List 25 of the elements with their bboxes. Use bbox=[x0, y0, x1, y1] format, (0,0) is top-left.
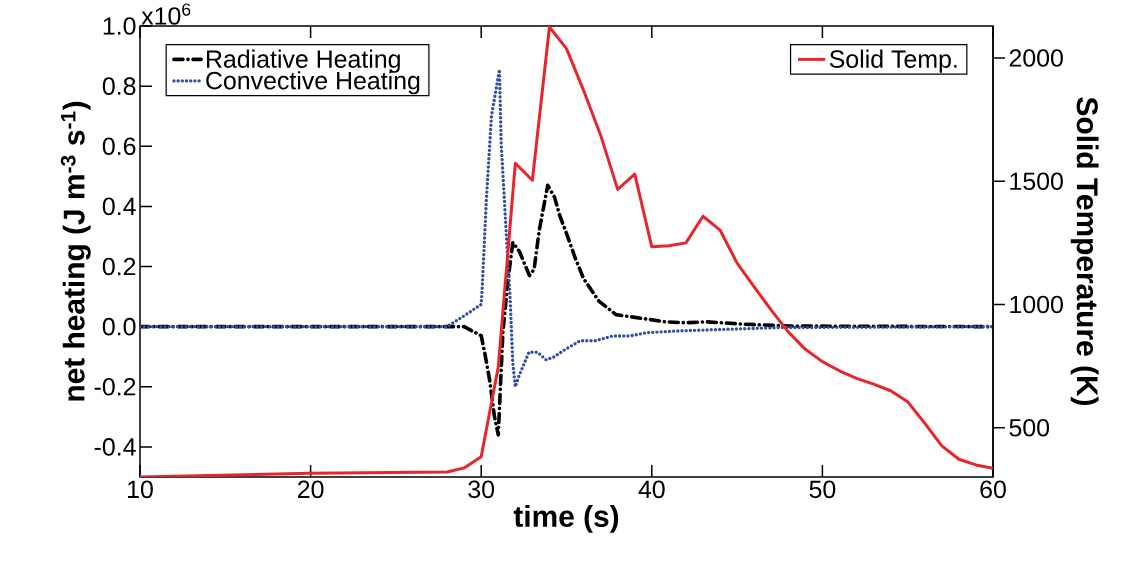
x-tick-label: 50 bbox=[809, 480, 836, 499]
x-tick-label: 40 bbox=[638, 480, 665, 499]
y-tick-label: 1.0 bbox=[103, 17, 136, 35]
y-tick-label: 0.6 bbox=[102, 137, 136, 156]
text: x10$^{6}$ bbox=[141, 3, 191, 25]
x-axis-title: time (s) bbox=[513, 505, 619, 533]
x-tick-label: 20 bbox=[298, 480, 324, 499]
line-series bbox=[140, 25, 994, 477]
y2-tick-label: 500 bbox=[1009, 418, 1050, 437]
y2-tick-label: 1000 bbox=[1010, 295, 1063, 314]
y-tick-label: 0.0 bbox=[102, 317, 136, 336]
y-tick-label: 0.4 bbox=[102, 197, 136, 216]
legend-label: Solid Temp. bbox=[829, 49, 957, 73]
y-tick-label: -0.4 bbox=[94, 438, 136, 456]
x-tick-label: 60 bbox=[980, 480, 1006, 499]
legend-label: Convective Heating bbox=[206, 71, 420, 95]
x-tick-label: 10 bbox=[128, 480, 153, 499]
x-tick-label: 30 bbox=[468, 480, 495, 499]
y2-tick-label: 1500 bbox=[1010, 172, 1063, 191]
y2-axis-title: Solid Temperature (K) bbox=[1070, 97, 1099, 405]
y-tick-label: 0.2 bbox=[102, 257, 136, 276]
y-tick-label: -0.2 bbox=[94, 377, 136, 396]
y-tick-label: 0.8 bbox=[102, 77, 136, 95]
y-axis-title: net heating (J m$^{-3}$ s$^{-1}$) bbox=[60, 101, 91, 401]
y2-tick-label: 2000 bbox=[1009, 49, 1063, 67]
